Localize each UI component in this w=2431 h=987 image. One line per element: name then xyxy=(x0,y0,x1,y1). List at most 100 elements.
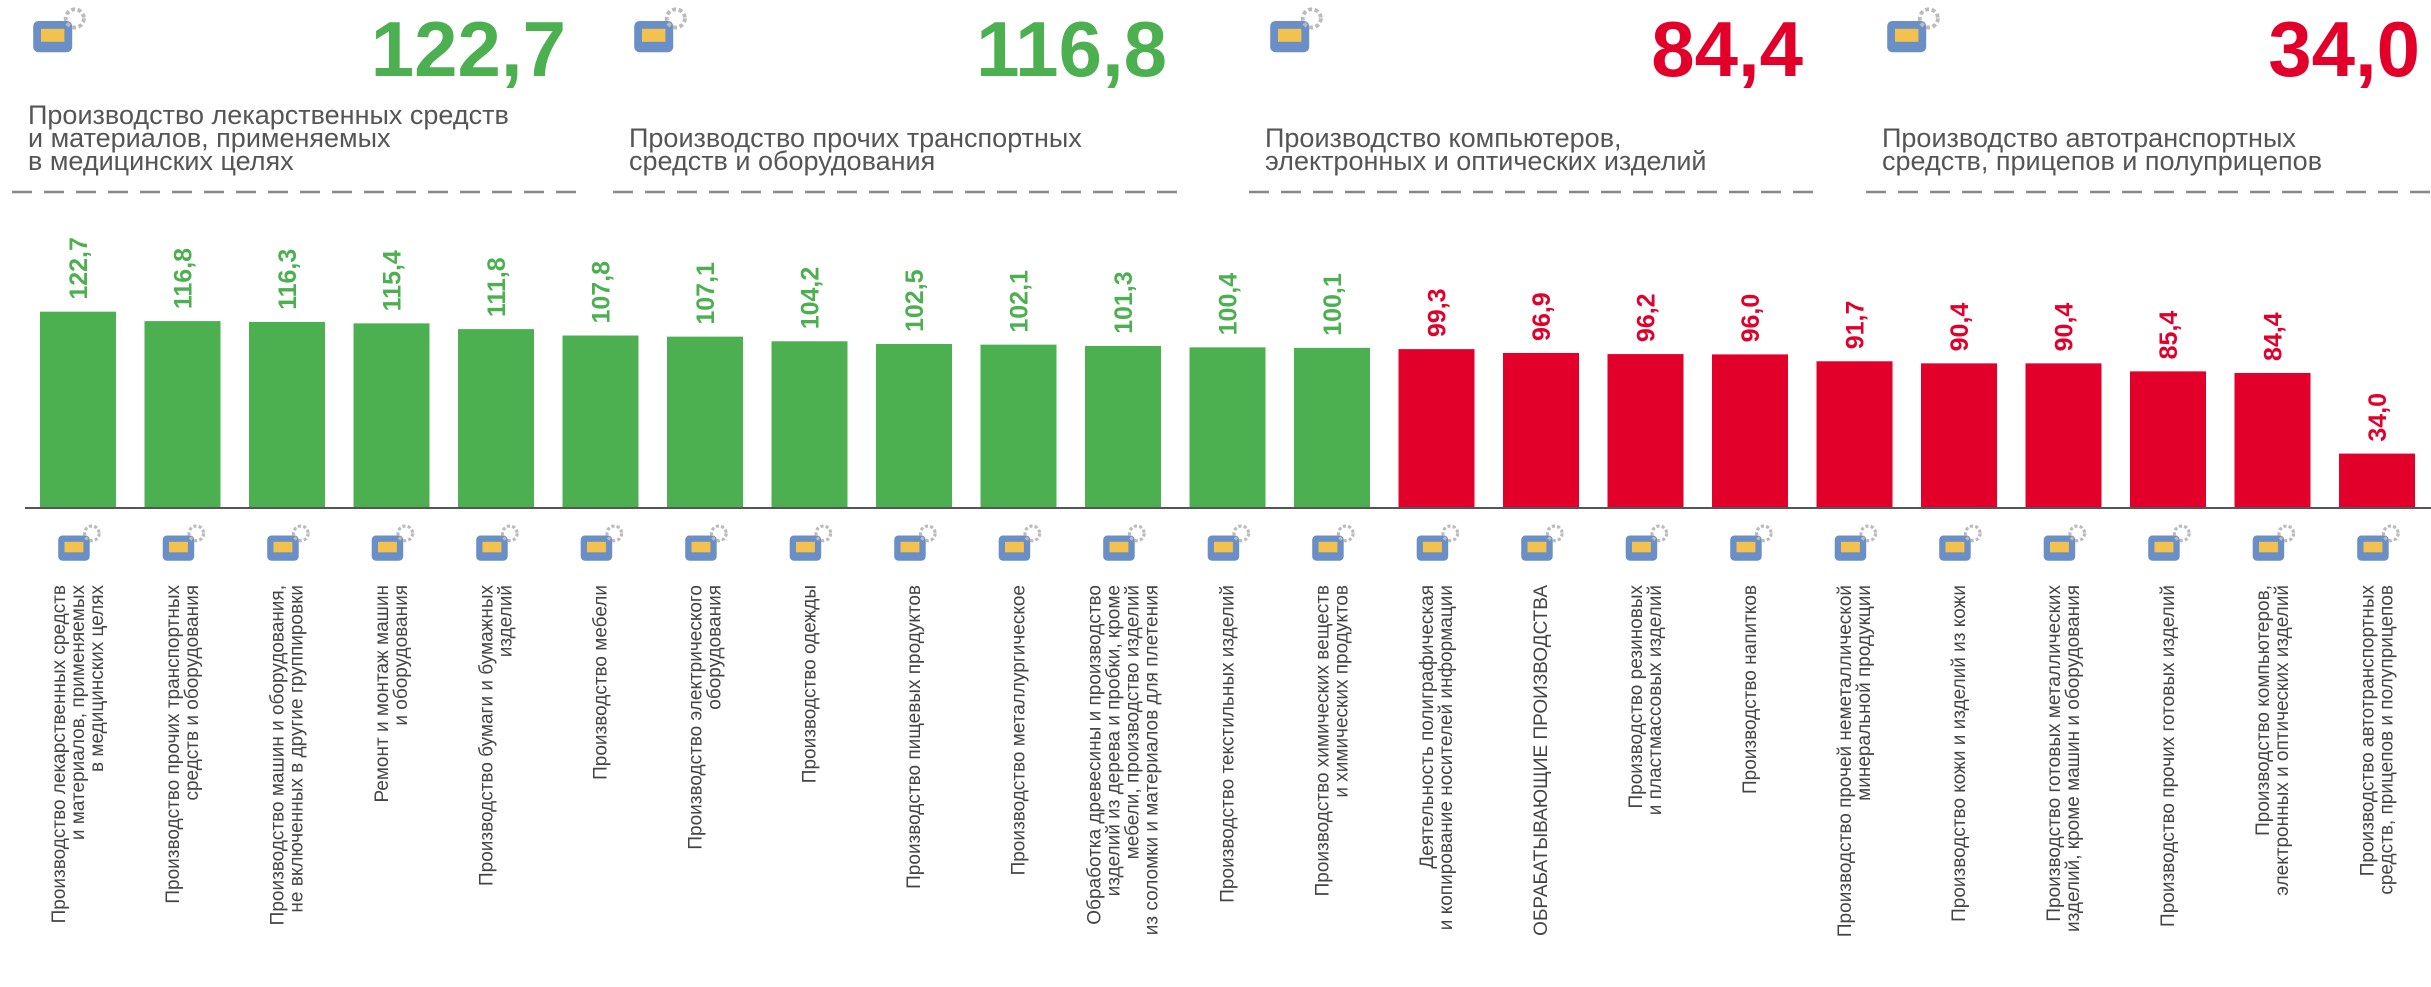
highlight-label: средств и оборудования xyxy=(629,146,935,176)
infographic: 122,7Производство лекарственных средстви… xyxy=(0,0,2431,987)
value-label: 90,4 xyxy=(2051,303,2079,352)
icon-detail xyxy=(1214,542,1233,553)
icon-detail xyxy=(1423,542,1442,553)
icon-detail xyxy=(587,542,606,553)
highlight-label: средств, прицепов и полуприцепов xyxy=(1882,146,2322,176)
icon-gear xyxy=(1338,526,1353,541)
bar xyxy=(981,345,1057,508)
icon-detail xyxy=(1278,29,1301,42)
category-label: ОБРАБАТЫВАЮЩИЕ ПРОИЗВОДСТВА xyxy=(1531,585,1552,936)
icon-detail xyxy=(901,542,920,553)
icon-gear xyxy=(189,526,204,541)
category-label: и химических продуктов xyxy=(1332,585,1353,798)
icon xyxy=(58,526,99,561)
icon-detail xyxy=(642,29,665,42)
category-label: изделий, кроме машин и оборудования xyxy=(2063,585,2084,932)
icon-detail xyxy=(2364,542,2383,553)
category-label: Производство одежды xyxy=(800,585,821,783)
bar xyxy=(1190,347,1266,508)
category-label: не включенных в другие группировки xyxy=(287,585,308,913)
icon-gear xyxy=(2070,526,2085,541)
value-label: 96,0 xyxy=(1737,294,1765,343)
icon-detail xyxy=(1737,542,1756,553)
bar xyxy=(1712,354,1788,508)
icon-detail xyxy=(41,29,64,42)
value-label: 85,4 xyxy=(2155,311,2183,360)
category-label: Производство электрического xyxy=(686,585,707,850)
icon-gear xyxy=(502,526,517,541)
value-label: 107,1 xyxy=(692,262,720,325)
icon-detail xyxy=(2155,542,2174,553)
icon-gear xyxy=(1652,526,1667,541)
category-label: Производство химических веществ xyxy=(1313,585,1334,896)
category-label: Производство прочих готовых изделий xyxy=(2158,585,2179,927)
icon-gear xyxy=(398,526,413,541)
icon xyxy=(1312,526,1353,561)
icon xyxy=(2148,526,2189,561)
icon xyxy=(372,526,413,561)
icon-gear xyxy=(2383,526,2398,541)
bar xyxy=(458,329,534,508)
icon-gear xyxy=(2174,526,2189,541)
icon-gear xyxy=(2279,526,2294,541)
value-label: 111,8 xyxy=(483,257,511,317)
value-label: 104,2 xyxy=(797,267,825,330)
icon-detail xyxy=(1946,542,1965,553)
category-label: и пластмассовых изделий xyxy=(1645,585,1666,815)
category-label: Производство машин и оборудования, xyxy=(268,585,289,925)
value-label: 101,3 xyxy=(1110,271,1138,334)
highlight-value: 116,8 xyxy=(976,5,1167,93)
icon-detail xyxy=(483,542,502,553)
icon xyxy=(1521,526,1562,561)
category-label: Производство мебели xyxy=(591,585,612,780)
icon-gear xyxy=(1920,9,1938,27)
category-label: мебели, производство изделий xyxy=(1123,585,1144,859)
icon xyxy=(1626,526,1667,561)
icon xyxy=(790,526,831,561)
value-label: 122,7 xyxy=(65,237,93,300)
category-label: Производство готовых металлических xyxy=(2044,585,2065,922)
icon-detail xyxy=(378,542,397,553)
value-label: 100,1 xyxy=(1319,273,1347,336)
icon-gear xyxy=(84,526,99,541)
category-label: Производство компьютеров, xyxy=(2253,585,2274,836)
icon xyxy=(1270,9,1321,52)
icon-detail xyxy=(1319,542,1338,553)
icon-detail xyxy=(2259,542,2278,553)
value-label: 115,4 xyxy=(379,250,407,311)
highlight-value: 122,7 xyxy=(371,5,566,93)
value-label: 99,3 xyxy=(1424,288,1452,337)
icon-detail xyxy=(169,542,188,553)
icon-gear xyxy=(1025,526,1040,541)
category-label: Производство резиновых xyxy=(1626,585,1647,809)
value-label: 34,0 xyxy=(2364,393,2392,442)
icon-gear xyxy=(1303,9,1321,27)
icon-gear xyxy=(607,526,622,541)
value-label: 91,7 xyxy=(1842,301,1870,350)
category-label: Производство бумаги и бумажных xyxy=(477,585,498,886)
icon xyxy=(999,526,1040,561)
icon-gear xyxy=(1756,526,1771,541)
icon-gear xyxy=(1547,526,1562,541)
category-label: и оборудования xyxy=(391,585,412,726)
category-label: Производство автотранспортных xyxy=(2358,585,2379,877)
bar xyxy=(2130,371,2206,508)
bar xyxy=(1608,354,1684,508)
category-label: электронных и оптических изделий xyxy=(2272,585,2293,896)
icon xyxy=(581,526,622,561)
category-label: Деятельность полиграфическая xyxy=(1417,585,1438,869)
icon-detail xyxy=(1110,542,1129,553)
icon-detail xyxy=(1528,542,1547,553)
bar xyxy=(2026,363,2102,508)
icon xyxy=(1417,526,1458,561)
category-label: оборудования xyxy=(705,585,726,710)
icon xyxy=(2044,526,2085,561)
icon-gear xyxy=(1965,526,1980,541)
value-label: 90,4 xyxy=(1946,303,1974,352)
bar xyxy=(1817,361,1893,508)
category-label: изделий xyxy=(496,585,517,657)
icon xyxy=(1939,526,1980,561)
category-label: Производство текстильных изделий xyxy=(1218,585,1239,903)
icon xyxy=(1103,526,1144,561)
category-label: Производство прочей неметаллической xyxy=(1835,585,1856,937)
